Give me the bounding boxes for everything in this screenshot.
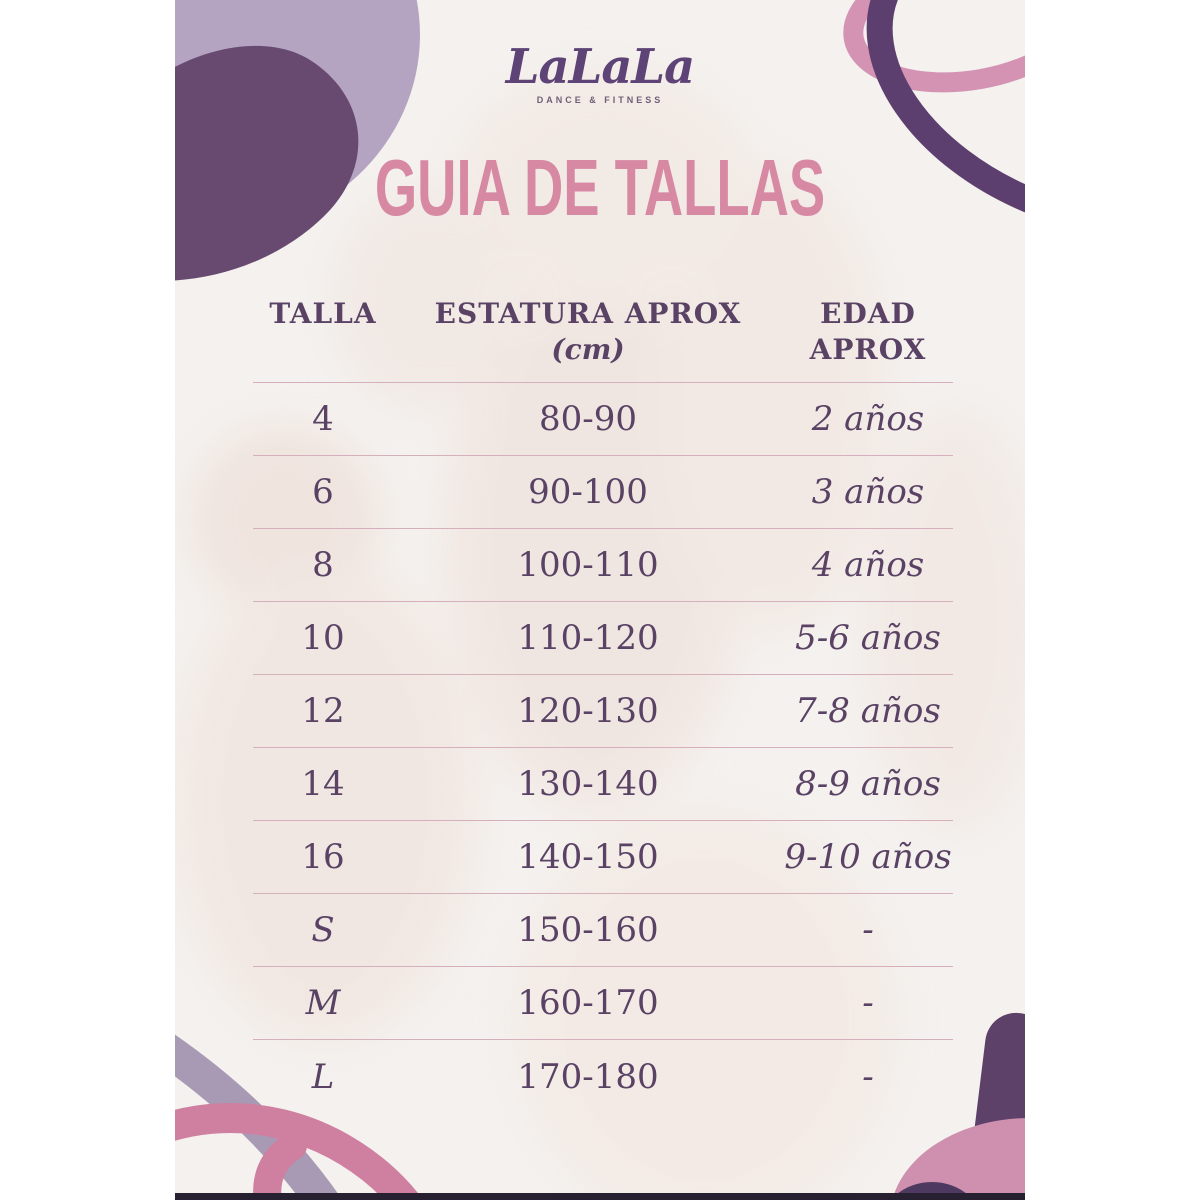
table-cell: 10 xyxy=(301,618,345,658)
header-line: APROX xyxy=(809,333,927,366)
column-header-estatura: ESTATURA APROX (cm) xyxy=(393,296,783,368)
header-line: ESTATURA xyxy=(434,297,614,330)
table-cell: 110-120 xyxy=(517,618,659,658)
table-row: M 160-170 - xyxy=(253,967,953,1040)
table-cell: 140-150 xyxy=(517,837,659,877)
table-cell: 100-110 xyxy=(517,545,659,585)
table-cell: M xyxy=(305,983,341,1023)
table-row: 12 120-130 7-8 años xyxy=(253,675,953,748)
table-cell: 90-100 xyxy=(528,472,648,512)
table-cell: 4 años xyxy=(811,545,925,585)
table-row: 14 130-140 8-9 años xyxy=(253,748,953,821)
table-cell: 8-9 años xyxy=(795,764,941,804)
table-row: 6 90-100 3 años xyxy=(253,456,953,529)
table-cell: 120-130 xyxy=(517,691,659,731)
header-line: TALLA xyxy=(269,297,377,330)
table-cell: 130-140 xyxy=(517,764,659,804)
logo-block: LaLaLa DANCE & FITNESS xyxy=(175,39,1025,106)
table-cell: 5-6 años xyxy=(795,618,941,658)
table-cell: 4 xyxy=(312,399,334,439)
page-title: GUIA DE TALLAS xyxy=(374,143,826,232)
table-cell: 14 xyxy=(301,764,345,804)
table-cell: 3 años xyxy=(811,472,925,512)
table-row: 4 80-90 2 años xyxy=(253,383,953,456)
table-header-row: TALLA ESTATURA APROX (cm) EDAD APROX xyxy=(253,292,953,383)
table-row: 16 140-150 9-10 años xyxy=(253,821,953,894)
bottom-dark-bar xyxy=(175,1193,1025,1200)
table-cell: 8 xyxy=(312,545,334,585)
header-line: APROX (cm) xyxy=(551,297,742,366)
table-cell: 170-180 xyxy=(517,1056,659,1097)
bottom-right-pink-blob xyxy=(892,1118,1025,1200)
table-cell: 9-10 años xyxy=(784,837,952,877)
bottom-right-purple-finger xyxy=(967,1012,1025,1200)
column-header-talla: TALLA xyxy=(253,296,393,368)
table-cell: L xyxy=(311,1056,335,1097)
table-cell: - xyxy=(862,983,874,1023)
table-cell: 80-90 xyxy=(538,399,637,439)
table-cell: 7-8 años xyxy=(795,691,941,731)
table-cell: 16 xyxy=(301,837,345,877)
table-row: 10 110-120 5-6 años xyxy=(253,602,953,675)
table-cell: - xyxy=(862,1056,874,1097)
table-body: 4 80-90 2 años 6 90-100 3 años 8 100-110 4 años 1… xyxy=(253,383,953,1113)
table-cell: 2 años xyxy=(811,399,925,439)
table-cell: S xyxy=(311,910,335,950)
table-cell: 6 xyxy=(312,472,334,512)
header-line: EDAD xyxy=(820,297,916,330)
size-guide-poster: LaLaLa DANCE & FITNESS GUIA DE TALLAS TA… xyxy=(175,0,1025,1200)
table-row: 8 100-110 4 años xyxy=(253,529,953,602)
table-cell: 160-170 xyxy=(517,983,659,1023)
bottom-left-pink-loop xyxy=(253,1132,307,1200)
table-cell: 12 xyxy=(301,691,345,731)
column-header-edad: EDAD APROX xyxy=(783,296,953,368)
brand-tagline: DANCE & FITNESS xyxy=(536,95,664,106)
size-guide-table: TALLA ESTATURA APROX (cm) EDAD APROX 4 80… xyxy=(253,292,953,1113)
bottom-left-pink-ribbon xyxy=(175,1103,424,1200)
table-row: L 170-180 - xyxy=(253,1040,953,1113)
table-row: S 150-160 - xyxy=(253,894,953,967)
table-cell: 150-160 xyxy=(517,910,659,950)
table-cell: - xyxy=(862,910,874,950)
header-unit: (cm) xyxy=(551,333,625,366)
brand-logo: LaLaLa xyxy=(505,39,696,95)
bottom-right-dark-blob xyxy=(890,1182,974,1200)
